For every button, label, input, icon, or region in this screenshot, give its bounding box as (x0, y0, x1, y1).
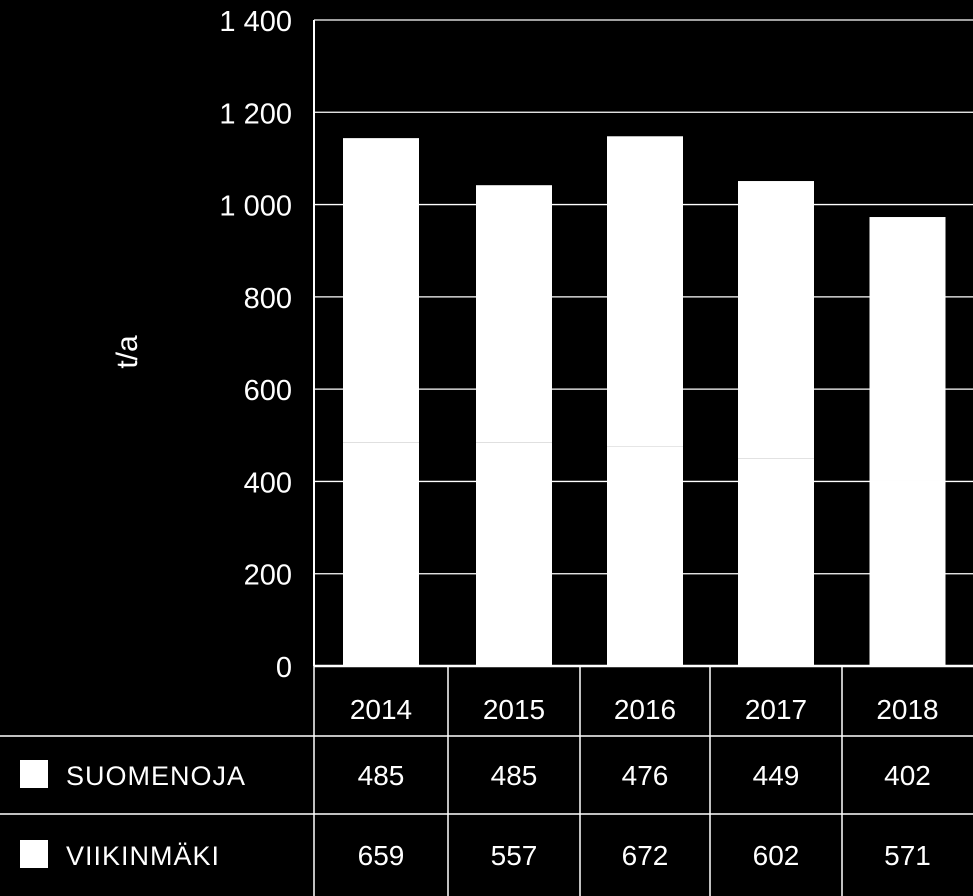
legend-swatch (20, 840, 48, 868)
data-label: 402 (884, 760, 931, 791)
bar-2014-suomenoja (343, 442, 419, 666)
x-category-label: 2016 (614, 694, 676, 725)
y-tick-label: 200 (244, 560, 292, 592)
y-tick-label: 600 (244, 375, 292, 407)
bar-2015-viikinmäki (476, 185, 552, 443)
y-axis-title: t/a (111, 335, 144, 369)
bar-2017-viikinmäki (738, 181, 814, 459)
y-tick-label: 400 (244, 467, 292, 499)
data-label: 571 (884, 840, 931, 871)
bar-2014-viikinmäki (343, 138, 419, 443)
data-label: 672 (622, 840, 669, 871)
legend-label: SUOMENOJA (66, 761, 246, 791)
legend-label: VIIKINMÄKI (66, 841, 220, 871)
x-category-label: 2017 (745, 694, 807, 725)
axes (313, 20, 973, 668)
x-category-label: 2014 (350, 694, 412, 725)
y-tick-label: 0 (276, 652, 292, 684)
y-tick-label: 1 000 (219, 191, 292, 223)
data-label: 476 (622, 760, 669, 791)
bars (343, 136, 946, 666)
data-label: 449 (753, 760, 800, 791)
bar-2016-viikinmäki (607, 136, 683, 447)
bar-2017-suomenoja (738, 458, 814, 666)
bar-2018-suomenoja (869, 480, 946, 666)
data-label: 659 (358, 840, 405, 871)
bar-2016-suomenoja (607, 446, 683, 666)
data-label: 485 (491, 760, 538, 791)
data-label: 602 (753, 840, 800, 871)
y-tick-labels: 1 400 1 200 1 000 800 600 400 200 0 (219, 6, 292, 684)
bar-2018-viikinmäki (869, 217, 946, 481)
y-tick-label: 800 (244, 283, 292, 315)
x-category-label: 2018 (876, 694, 938, 725)
data-label: 485 (358, 760, 405, 791)
legend-swatch (20, 760, 48, 788)
y-tick-label: 1 400 (219, 6, 292, 38)
data-table: 2014 2015 2016 2017 2018 SUOMENOJA 485 485 476 44… (0, 666, 973, 896)
y-tick-label: 1 200 (219, 98, 292, 130)
bar-2015-suomenoja (476, 442, 552, 666)
x-category-label: 2015 (483, 694, 545, 725)
data-label: 557 (491, 840, 538, 871)
